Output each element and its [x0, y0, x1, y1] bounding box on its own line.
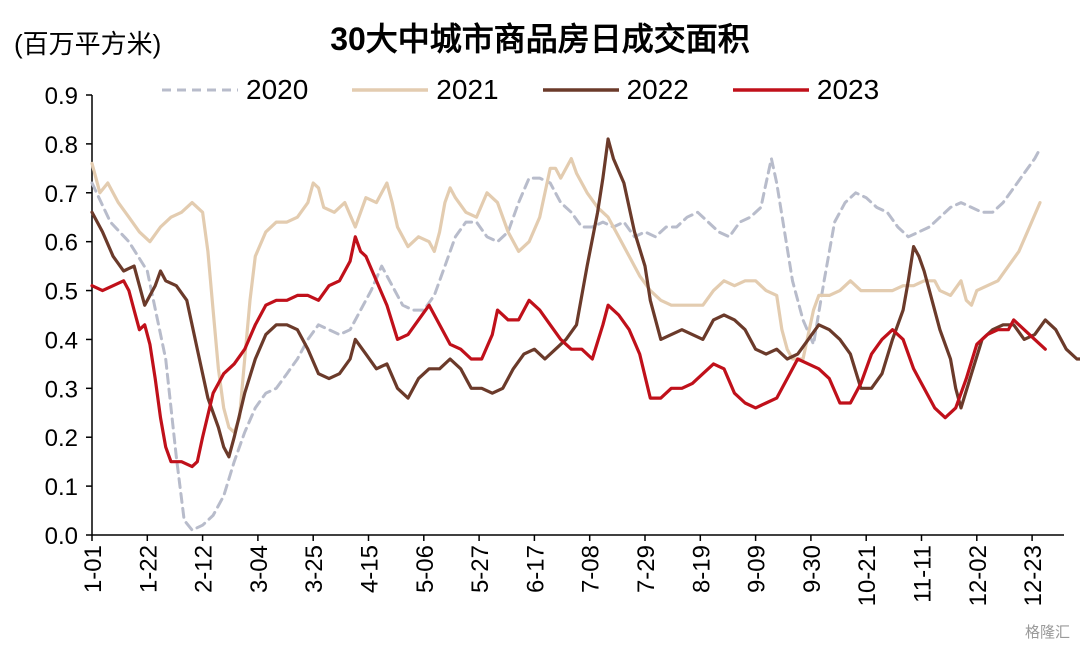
- x-tick-label: 2-12: [191, 545, 218, 593]
- x-tick-label: 5-06: [412, 545, 439, 593]
- legend-label-2022: 2022: [626, 74, 689, 105]
- y-tick-label: 0.3: [45, 376, 78, 403]
- y-axis-unit-label: (百万平方米): [14, 29, 162, 59]
- x-tick-label: 8-19: [688, 545, 715, 593]
- x-tick-label: 11-11: [910, 545, 937, 603]
- legend-swatch-2022: [542, 88, 619, 92]
- x-tick-label: 7-29: [633, 545, 660, 593]
- legend-label-2021: 2021: [436, 74, 499, 105]
- x-tick-label: 5-27: [467, 545, 494, 593]
- x-tick-label: 9-09: [744, 545, 771, 593]
- watermark: 格隆汇: [1024, 624, 1070, 641]
- y-tick-label: 0.6: [45, 230, 78, 257]
- series-line-2020: [90, 147, 1042, 532]
- series-lines: [90, 137, 1080, 532]
- y-tick-label: 0.7: [45, 181, 78, 208]
- legend-item-2022: 2022: [541, 74, 689, 106]
- x-tick-label: 9-30: [799, 545, 826, 593]
- legend-swatch-2020: [162, 88, 238, 92]
- x-tick-label: 10-21: [854, 545, 881, 606]
- x-tick-label: 12-23: [1020, 545, 1047, 606]
- legend-label-2023: 2023: [816, 74, 880, 105]
- axes: 0.0 0.1 0.2 0.3 0.4 0.5 0.6 0.7 0.8 0.9 1-01 1-22 2-…: [45, 83, 1064, 606]
- x-tick-label: 3-04: [246, 545, 273, 593]
- x-tick-label: 4-15: [357, 545, 384, 593]
- legend-swatch-2023: [732, 88, 809, 92]
- x-tick-label: 3-25: [301, 545, 328, 593]
- x-tick-label: 6-17: [522, 545, 549, 593]
- x-tick-label: 7-08: [578, 545, 605, 593]
- x-tick-label: 1-01: [80, 545, 107, 593]
- y-tick-label: 0.5: [45, 279, 78, 306]
- series-line-2022: [90, 137, 1080, 459]
- y-tick-label: 0.4: [45, 327, 78, 354]
- y-tick-label: 0.9: [45, 83, 78, 110]
- series-line-2023: [90, 235, 1047, 469]
- legend-item-2020: 2020: [160, 74, 308, 106]
- y-tick-label: 0.0: [45, 523, 78, 550]
- legend-label-2020: 2020: [246, 74, 309, 105]
- series-line-2021: [90, 157, 1042, 434]
- y-tick-label: 0.8: [45, 132, 78, 159]
- y-tick-label: 0.1: [45, 474, 78, 501]
- legend-swatch-2021: [352, 88, 429, 92]
- legend-item-2023: 2023: [731, 74, 879, 106]
- y-tick-label: 0.2: [45, 425, 78, 452]
- x-tick-label: 12-02: [965, 545, 992, 606]
- x-tick-label: 1-22: [135, 545, 162, 593]
- legend: 2020 2021 2022 2023: [160, 74, 921, 106]
- legend-item-2021: 2021: [350, 74, 499, 106]
- chart-title: 30大中城市商品房日成交面积: [330, 21, 750, 57]
